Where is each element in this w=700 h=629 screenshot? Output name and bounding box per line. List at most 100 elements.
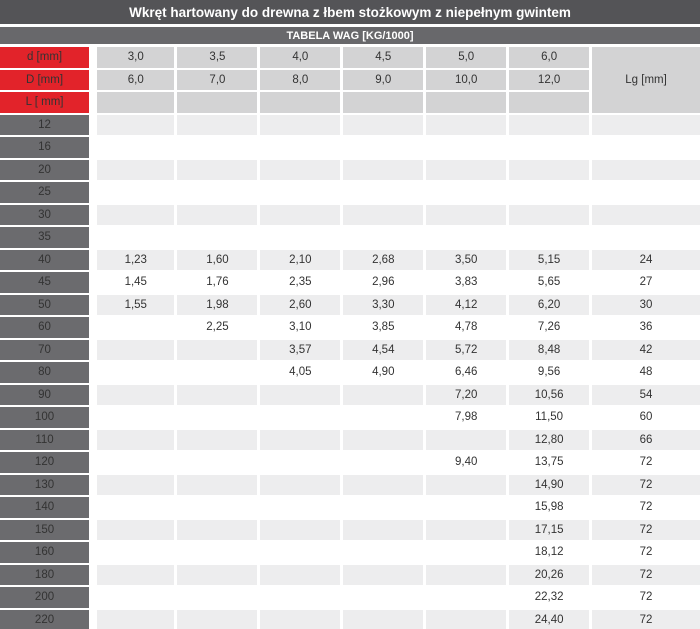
header-row-D: D [mm] 6,0 7,0 8,0 9,0 10,0 12,0 bbox=[0, 67, 700, 92]
row-label-l: 220 bbox=[0, 607, 95, 629]
weight-cell bbox=[506, 202, 593, 227]
weight-cell bbox=[340, 472, 427, 497]
weight-cell bbox=[174, 405, 261, 430]
weight-cell: 3,50 bbox=[423, 247, 510, 272]
row-label-l: 180 bbox=[0, 562, 95, 587]
weight-cell bbox=[89, 472, 178, 497]
table-row: 90 7,20 10,56 54 bbox=[0, 382, 700, 407]
weight-cell: 4,12 bbox=[423, 292, 510, 317]
weight-cell bbox=[257, 450, 344, 475]
table-row: 20 bbox=[0, 157, 700, 182]
table-row: 100 7,98 11,50 60 bbox=[0, 405, 700, 430]
weight-cell: 18,12 bbox=[506, 540, 593, 565]
weight-cell bbox=[340, 427, 427, 452]
weight-cell bbox=[340, 405, 427, 430]
weight-cell bbox=[257, 427, 344, 452]
weight-cell bbox=[257, 517, 344, 542]
table-row: 16 bbox=[0, 135, 700, 160]
weight-cell: 17,15 bbox=[506, 517, 593, 542]
header-value: 3,0 bbox=[89, 44, 178, 70]
weight-cell bbox=[340, 135, 427, 160]
weight-cell: 4,78 bbox=[423, 315, 510, 340]
row-label-l: 25 bbox=[0, 180, 95, 205]
table-row: 12 bbox=[0, 112, 700, 137]
weight-cell: 7,98 bbox=[423, 405, 510, 430]
row-label-l: 35 bbox=[0, 225, 95, 250]
weight-cell bbox=[174, 562, 261, 587]
lg-cell: 72 bbox=[589, 562, 700, 587]
table-row: 200 22,32 72 bbox=[0, 585, 700, 610]
weight-cell bbox=[174, 202, 261, 227]
weight-cell bbox=[423, 585, 510, 610]
lg-cell: 36 bbox=[589, 315, 700, 340]
header-label-L: L [ mm] bbox=[0, 90, 95, 115]
row-label-l: 100 bbox=[0, 405, 95, 430]
weight-cell bbox=[506, 225, 593, 250]
header-value: 6,0 bbox=[506, 44, 593, 70]
weight-cell bbox=[174, 450, 261, 475]
weight-cell bbox=[423, 495, 510, 520]
weight-cell bbox=[257, 495, 344, 520]
row-label-l: 16 bbox=[0, 135, 95, 160]
weight-cell bbox=[174, 427, 261, 452]
weight-cell bbox=[89, 225, 178, 250]
weight-cell: 1,45 bbox=[89, 270, 178, 295]
weight-cell bbox=[89, 405, 178, 430]
weight-cell bbox=[340, 157, 427, 182]
row-label-l: 70 bbox=[0, 337, 95, 362]
weight-cell: 9,56 bbox=[506, 360, 593, 385]
table-row: 140 15,98 72 bbox=[0, 495, 700, 520]
weight-cell: 4,54 bbox=[340, 337, 427, 362]
lg-cell: 72 bbox=[589, 517, 700, 542]
weight-cell bbox=[423, 562, 510, 587]
header-value: 4,0 bbox=[257, 44, 344, 70]
weight-cell: 2,68 bbox=[340, 247, 427, 272]
row-label-l: 90 bbox=[0, 382, 95, 407]
weight-cell bbox=[174, 472, 261, 497]
header-value: 6,0 bbox=[89, 67, 178, 92]
weight-cell bbox=[174, 180, 261, 205]
weight-cell bbox=[174, 225, 261, 250]
row-label-l: 130 bbox=[0, 472, 95, 497]
table-row: 40 1,23 1,60 2,10 2,68 3,50 5,15 24 bbox=[0, 247, 700, 272]
weight-cell: 13,75 bbox=[506, 450, 593, 475]
row-label-l: 60 bbox=[0, 315, 95, 340]
row-label-l: 12 bbox=[0, 112, 95, 137]
lg-cell: 48 bbox=[589, 360, 700, 385]
table-row: 180 20,26 72 bbox=[0, 562, 700, 587]
weight-cell bbox=[89, 540, 178, 565]
weight-cell bbox=[257, 225, 344, 250]
row-label-l: 40 bbox=[0, 247, 95, 272]
weight-cell bbox=[174, 607, 261, 629]
header-row-d: d [mm] 3,0 3,5 4,0 4,5 5,0 6,0 Lg [mm] bbox=[0, 44, 700, 115]
weight-cell: 5,15 bbox=[506, 247, 593, 272]
table-row: 35 bbox=[0, 225, 700, 250]
weight-cell bbox=[423, 135, 510, 160]
weight-cell bbox=[257, 135, 344, 160]
weight-cell: 14,90 bbox=[506, 472, 593, 497]
weight-cell bbox=[257, 540, 344, 565]
weight-cell bbox=[89, 360, 178, 385]
header-value: 8,0 bbox=[257, 67, 344, 92]
weight-cell bbox=[423, 112, 510, 137]
header-value: 7,0 bbox=[174, 67, 261, 92]
weight-cell bbox=[340, 607, 427, 629]
weight-cell bbox=[340, 495, 427, 520]
lg-cell: 42 bbox=[589, 337, 700, 362]
header-value: 9,0 bbox=[340, 67, 427, 92]
weight-cell bbox=[174, 135, 261, 160]
weight-cell bbox=[89, 135, 178, 160]
weight-cell bbox=[423, 427, 510, 452]
header-value: 4,5 bbox=[340, 44, 427, 70]
weight-cell: 4,90 bbox=[340, 360, 427, 385]
weight-cell bbox=[89, 427, 178, 452]
subtitle-row: TABELA WAG [KG/1000] bbox=[0, 24, 700, 47]
table-row: 50 1,55 1,98 2,60 3,30 4,12 6,20 30 bbox=[0, 292, 700, 317]
header-label-lg: Lg [mm] bbox=[589, 44, 700, 115]
lg-cell: 24 bbox=[589, 247, 700, 272]
weight-cell bbox=[340, 517, 427, 542]
weight-cell: 3,83 bbox=[423, 270, 510, 295]
weight-cell bbox=[257, 562, 344, 587]
lg-cell: 72 bbox=[589, 450, 700, 475]
weight-cell: 1,60 bbox=[174, 247, 261, 272]
